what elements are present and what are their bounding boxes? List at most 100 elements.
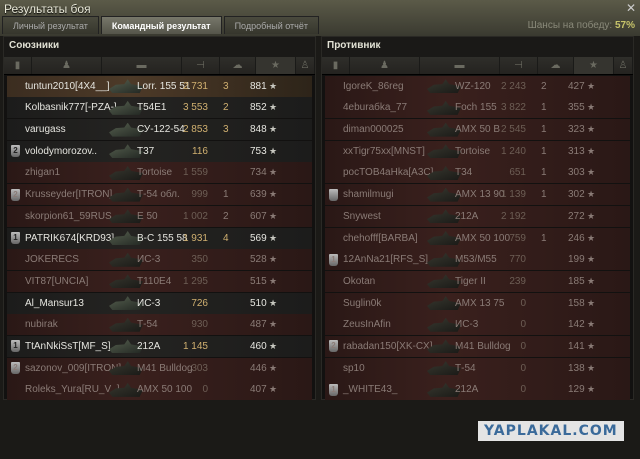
allies-panel: Союзники ▮ ♟ ▬ ⊣ ☁ ★ ♙ tuntun2010[4X4__] Lorr.… [3, 36, 316, 401]
tank-name: AMX 13 90 [455, 189, 505, 201]
tank-name: E 50 [137, 210, 158, 222]
damage: 1 559 [182, 167, 208, 179]
xp: 129 [568, 384, 585, 396]
player-name: tuntun2010[4X4__] [25, 80, 110, 92]
damage: 930 [191, 319, 208, 331]
player-row[interactable]: 1 PATRIK674[KRD93] B-C 155 58 1 931 4 569… [7, 227, 312, 249]
squad-icon[interactable]: ▮ [4, 57, 32, 74]
player-row[interactable]: Kolbasnik777[-PZA-] T54E1 3 553 2 852 ★ [7, 97, 312, 119]
player-row[interactable]: tuntun2010[4X4__] Lorr. 155 51 2 731 3 8… [7, 75, 312, 97]
xp: 303 [568, 167, 585, 179]
player-row[interactable]: shamilmugi AMX 13 90 1 139 1 302 ★ [325, 184, 630, 206]
player-row[interactable]: skorpion61_59RUS E 50 1 002 2 607 ★ [7, 205, 312, 227]
player-name: TtAnNkiSsT[MF_S] [25, 340, 111, 352]
player-name: rabadan150[XK-CX] [343, 340, 433, 352]
medal-icon[interactable]: ♙ [614, 57, 633, 74]
player-row[interactable]: 2 volodymorozov.. T37 116 753 ★ [7, 140, 312, 162]
player-row[interactable]: 4eburaбka_77 Foch 155 3 822 1 355 ★ [325, 97, 630, 119]
player-row[interactable]: varugass СУ-122-54 2 853 3 848 ★ [7, 119, 312, 141]
player-name: zhigan1 [25, 167, 61, 179]
player-icon[interactable]: ♟ [32, 57, 102, 74]
kills: 1 [541, 167, 547, 179]
damage: 239 [509, 275, 526, 287]
xp: 246 [568, 232, 585, 244]
xp: 427 [568, 80, 585, 92]
tank-name: WZ-120 [455, 80, 491, 92]
player-row[interactable]: Suglin0k AMX 13 75 0 158 ★ [325, 292, 630, 314]
player-row[interactable]: zhigan1 Tortoise 1 559 734 ★ [7, 162, 312, 184]
xp: 313 [568, 145, 585, 157]
player-row[interactable]: xxTigr75xx[MNST] Tortoise 1 240 1 313 ★ [325, 140, 630, 162]
kills-icon[interactable]: ☁ [220, 57, 256, 74]
medal-icon[interactable]: ♙ [296, 57, 315, 74]
player-row[interactable]: 1 _WHITE43_ 212A 0 129 ★ [325, 379, 630, 401]
player-row[interactable]: 2 Krusseyder[ITRON] Т-54 обл. 999 1 639 ★ [7, 184, 312, 206]
player-name: sp10 [343, 362, 365, 374]
tank-name: T54E1 [137, 102, 167, 114]
player-row[interactable]: nubirak Т-54 930 487 ★ [7, 314, 312, 336]
player-row[interactable]: 1 TtAnNkiSsT[MF_S] 212A 1 145 460 ★ [7, 335, 312, 357]
star-icon: ★ [587, 145, 596, 156]
xp-star-icon[interactable]: ★ [256, 57, 296, 74]
xp: 848 [250, 124, 267, 136]
tab-team[interactable]: Командный результат [100, 16, 222, 34]
player-icon[interactable]: ♟ [350, 57, 420, 74]
damage-icon[interactable]: ⊣ [500, 57, 538, 74]
damage: 1 240 [500, 145, 526, 157]
player-row[interactable]: 1 12AnNa21[RFS_S] M53/M55 770 199 ★ [325, 249, 630, 271]
squad-badge-icon: 1 [329, 383, 338, 396]
close-icon[interactable]: ✕ [625, 1, 636, 15]
player-name: sazonov_009[ITRON] [25, 362, 122, 374]
player-row[interactable]: 2 sazonov_009[ITRON] M41 Bulldog 303 446 … [7, 357, 312, 379]
tank-icon[interactable]: ▬ [420, 57, 500, 74]
tank-name: T34 [455, 167, 473, 179]
player-row[interactable]: pocTOB4aHka[A3C] T34 651 1 303 ★ [325, 162, 630, 184]
player-row[interactable]: Snywest 212A 2 192 272 ★ [325, 205, 630, 227]
xp-star-icon[interactable]: ★ [574, 57, 614, 74]
player-row[interactable]: diman000025 AMX 50 B 2 545 1 323 ★ [325, 119, 630, 141]
kills: 2 [541, 80, 547, 92]
damage: 651 [509, 167, 526, 179]
player-name: Al_Mansur13 [25, 297, 84, 309]
player-row[interactable]: IgoreK_86reg WZ-120 2 243 2 427 ★ [325, 75, 630, 97]
tab-detailed[interactable]: Подробный отчёт [223, 16, 319, 34]
tank-icon[interactable]: ▬ [102, 57, 182, 74]
tab-personal[interactable]: Личный результат [2, 16, 99, 34]
player-row[interactable]: Al_Mansur13 ИС-3 726 510 ★ [7, 292, 312, 314]
kills-icon[interactable]: ☁ [538, 57, 574, 74]
player-row[interactable]: Roleks_Yura[RU_V_] AMX 50 100 0 407 ★ [7, 379, 312, 401]
damage: 1 931 [182, 232, 208, 244]
player-row[interactable]: VIT87[UNCIA] T110E4 1 295 515 ★ [7, 270, 312, 292]
star-icon: ★ [587, 232, 596, 243]
xp: 607 [250, 210, 267, 222]
player-row[interactable]: Okotan Tiger II 239 185 ★ [325, 270, 630, 292]
damage: 3 553 [182, 102, 208, 114]
damage: 770 [509, 254, 526, 266]
player-row[interactable]: ZeusInAfin ИС-3 0 142 ★ [325, 314, 630, 336]
xp: 158 [568, 297, 585, 309]
player-name: xxTigr75xx[MNST] [343, 145, 425, 157]
damage: 1 295 [182, 275, 208, 287]
player-row[interactable]: sp10 Т-54 0 138 ★ [325, 357, 630, 379]
tab-bar: Личный результат Командный результат Под… [2, 16, 319, 34]
xp: 142 [568, 319, 585, 331]
squad-icon[interactable]: ▮ [322, 57, 350, 74]
xp: 852 [250, 102, 267, 114]
player-row[interactable]: JOKERECS ИС-3 350 528 ★ [7, 249, 312, 271]
kills: 1 [541, 189, 547, 201]
damage: 2 731 [182, 80, 208, 92]
kills: 1 [223, 189, 229, 201]
kills: 3 [223, 80, 229, 92]
damage-icon[interactable]: ⊣ [182, 57, 220, 74]
xp: 881 [250, 80, 267, 92]
tank-name: 212A [137, 340, 161, 352]
player-row[interactable]: chehofff[BARBA] AMX 50 100 759 1 246 ★ [325, 227, 630, 249]
star-icon: ★ [269, 210, 278, 221]
star-icon: ★ [269, 384, 278, 395]
damage: 2 192 [500, 210, 526, 222]
xp: 407 [250, 384, 267, 396]
player-name: JOKERECS [25, 254, 79, 266]
player-row[interactable]: 2 rabadan150[XK-CX] M41 Bulldog 0 141 ★ [325, 335, 630, 357]
star-icon: ★ [269, 124, 278, 135]
player-name: Suglin0k [343, 297, 382, 309]
